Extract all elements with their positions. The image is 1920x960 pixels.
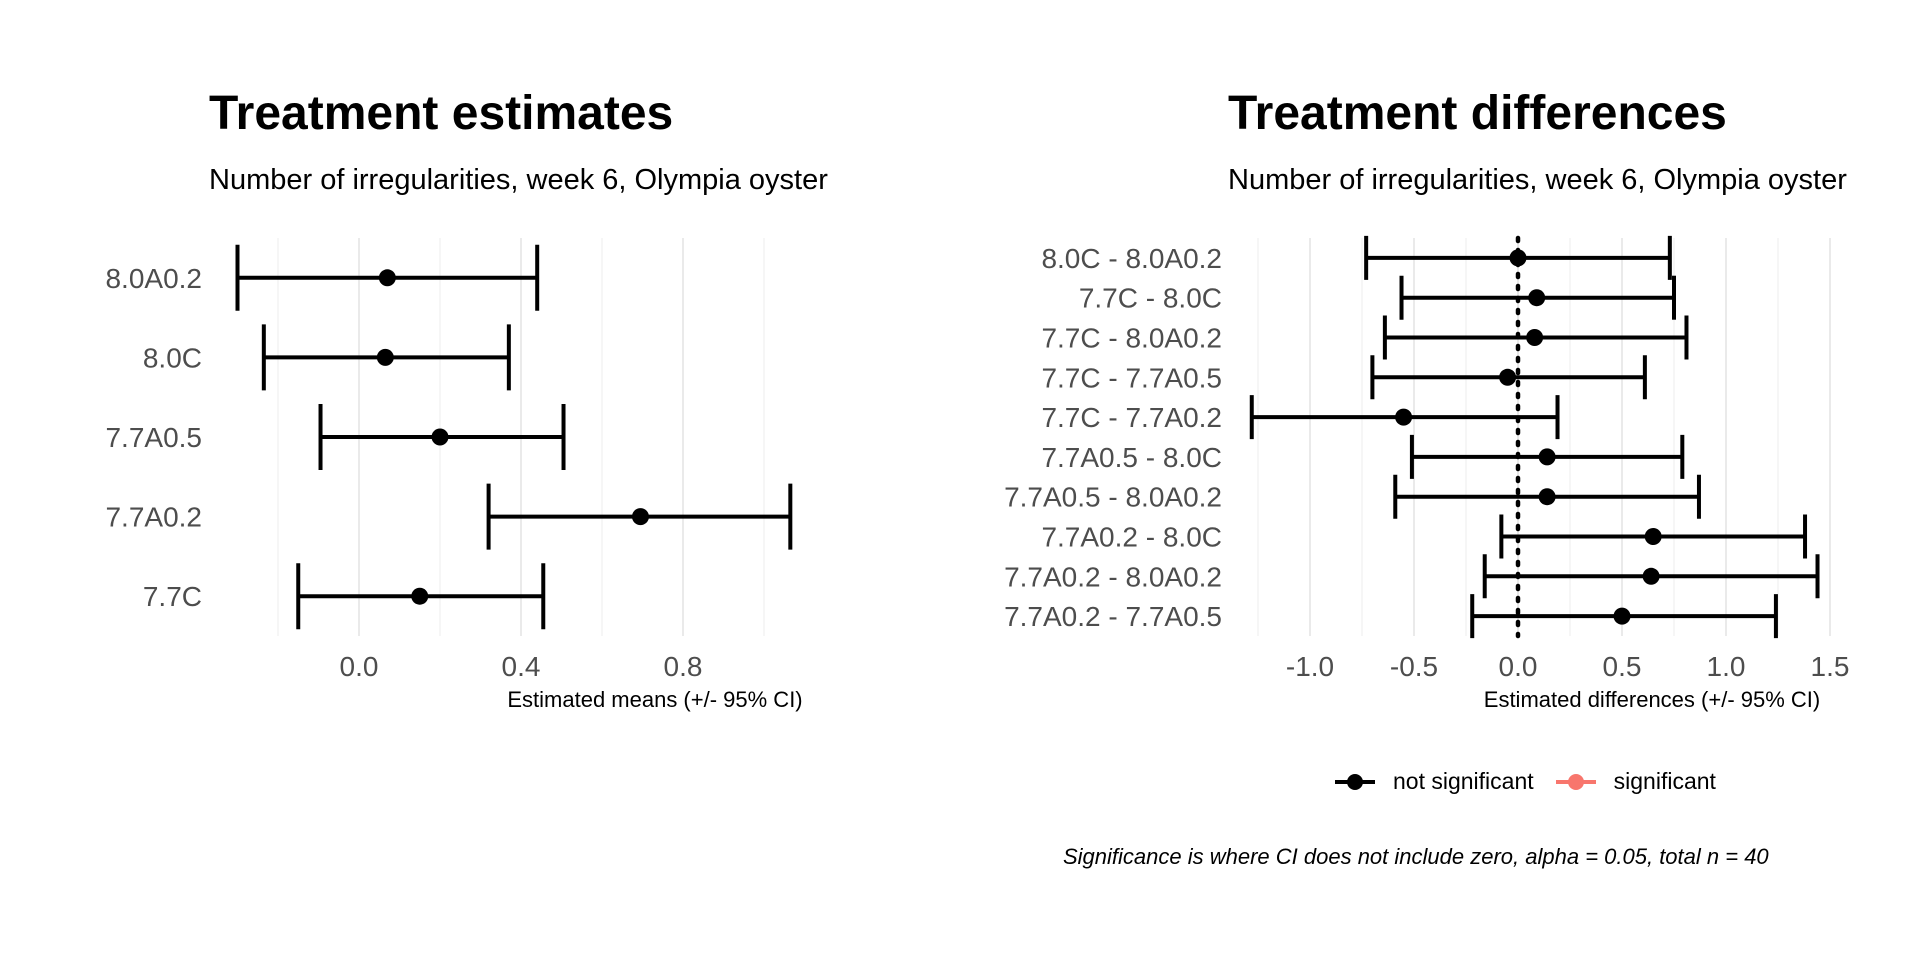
estimate-point (376, 348, 394, 366)
estimate-point (378, 269, 396, 287)
estimate-point (1613, 607, 1631, 625)
significance-caption: Significance is where CI does not includ… (1063, 844, 1769, 869)
y-category-label: 7.7A0.5 (105, 422, 202, 453)
x-tick-label: -0.5 (1390, 651, 1438, 682)
right-panel-subtitle: Number of irregularities, week 6, Olympi… (1228, 164, 1847, 196)
y-category-label: 7.7C - 8.0A0.2 (1041, 323, 1222, 354)
x-tick-label: 1.0 (1707, 651, 1746, 682)
x-tick-label: 0.0 (1499, 651, 1538, 682)
legend-item-not-significant: not significant (1335, 768, 1534, 795)
legend-key-significant (1555, 773, 1596, 790)
left-panel-title: Treatment estimates (209, 87, 674, 140)
legend-key-not-significant (1335, 773, 1375, 790)
legend-label-not-significant: not significant (1393, 768, 1534, 794)
right-panel-title: Treatment differences (1228, 87, 1727, 140)
x-tick-label: 0.5 (1603, 651, 1642, 682)
estimate-point (1538, 488, 1556, 506)
x-axis-title: Estimated means (+/- 95% CI) (507, 687, 802, 712)
y-category-label: 8.0C (143, 342, 202, 373)
y-category-label: 7.7C (143, 581, 202, 612)
legend-label-significant: significant (1613, 768, 1716, 794)
estimate-point (431, 428, 449, 446)
x-axis-title: Estimated differences (+/- 95% CI) (1484, 687, 1820, 712)
estimate-point (1395, 408, 1413, 426)
y-category-label: 7.7A0.2 - 7.7A0.5 (1004, 601, 1222, 632)
right-chart-panel: -1.0 -0.5 0.0 0.5 1.0 1.5 Estimated difference… (1004, 235, 1850, 712)
x-tick-label: 0.0 (340, 651, 379, 682)
x-tick-label: 0.8 (664, 651, 703, 682)
y-category-label: 8.0C - 8.0A0.2 (1041, 243, 1222, 274)
legend-item-significant: significant (1555, 768, 1716, 795)
y-category-label: 7.7C - 8.0C (1079, 283, 1222, 314)
y-category-label: 8.0A0.2 (105, 263, 202, 294)
estimate-point (1642, 567, 1660, 585)
estimate-point (631, 508, 649, 526)
y-category-label: 7.7A0.5 - 8.0A0.2 (1004, 482, 1222, 513)
left-panel-subtitle: Number of irregularities, week 6, Olympi… (209, 164, 828, 196)
legend: not significant significant (1335, 768, 1738, 795)
y-category-label: 7.7A0.2 (105, 502, 202, 533)
y-category-label: 7.7A0.2 - 8.0C (1041, 522, 1222, 553)
x-tick-label: -1.0 (1286, 651, 1334, 682)
y-category-label: 7.7C - 7.7A0.5 (1041, 362, 1222, 393)
estimate-point (411, 587, 429, 605)
estimate-point (1528, 289, 1546, 307)
y-category-label: 7.7C - 7.7A0.2 (1041, 402, 1222, 433)
y-category-label: 7.7A0.2 - 8.0A0.2 (1004, 561, 1222, 592)
estimate-point (1644, 528, 1662, 545)
estimate-point (1509, 249, 1527, 267)
x-tick-label: 0.4 (502, 651, 541, 682)
estimate-point (1526, 329, 1544, 346)
left-chart-panel: 0.0 0.4 0.8 Estimated means (+/- 95% CI) 8.0… (105, 238, 803, 712)
x-tick-label: 1.5 (1811, 651, 1850, 682)
y-category-label: 7.7A0.5 - 8.0C (1041, 442, 1222, 473)
estimate-point (1499, 368, 1517, 386)
estimate-point (1538, 448, 1556, 466)
